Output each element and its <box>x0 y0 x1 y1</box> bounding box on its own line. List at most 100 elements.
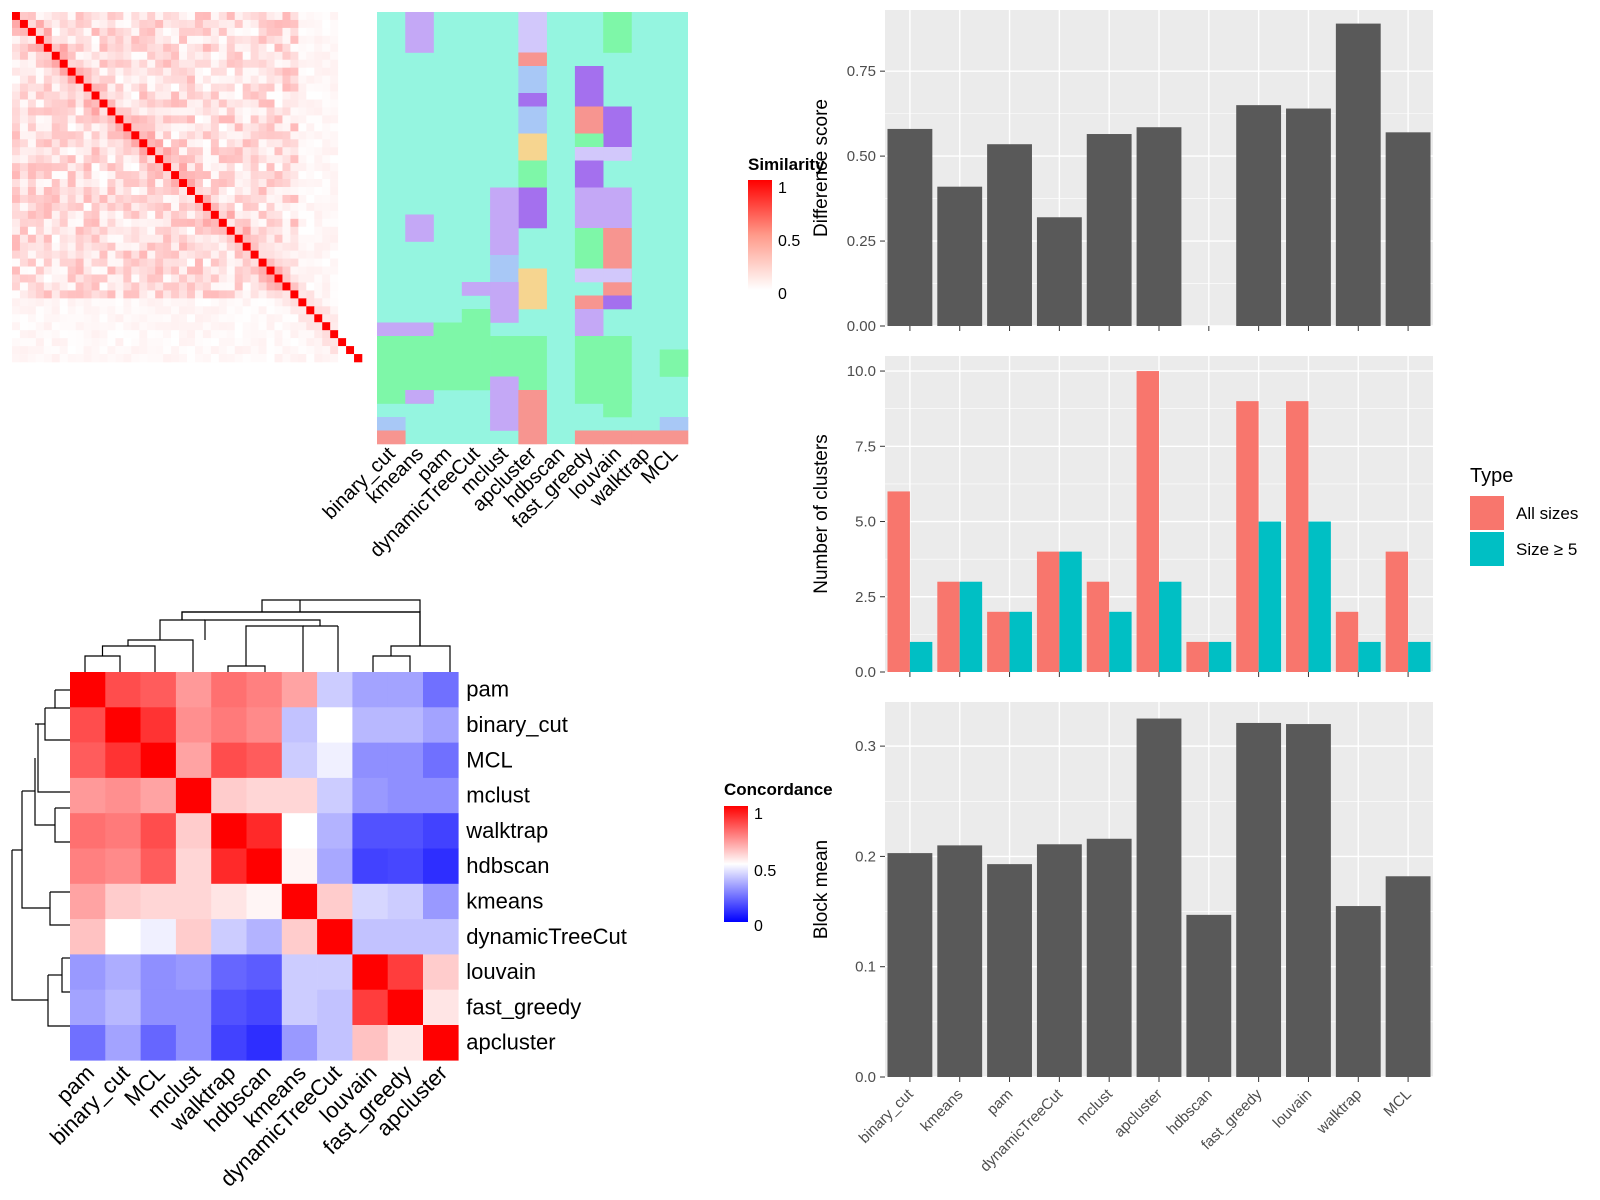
similarity-cell <box>306 218 315 228</box>
similarity-cell <box>27 99 37 108</box>
similarity-cell <box>346 107 355 116</box>
similarity-cell <box>234 67 243 76</box>
similarity-cell <box>346 171 355 180</box>
similarity-cell <box>210 250 220 259</box>
similarity-cell <box>99 322 108 331</box>
similarity-cell <box>258 250 267 259</box>
similarity-column-labels: binary_cutkmeanspamdynamicTreeCutmclusta… <box>319 443 683 562</box>
similarity-cell <box>123 171 132 180</box>
similarity-cell <box>314 354 323 363</box>
similarity-cell <box>218 115 228 124</box>
similarity-cell <box>107 234 116 243</box>
similarity-cell <box>147 194 156 204</box>
similarity-cell <box>290 83 299 92</box>
similarity-cell <box>346 194 355 204</box>
similarity-cell <box>234 59 243 68</box>
similarity-cell <box>123 123 132 132</box>
bar <box>1236 401 1259 672</box>
similarity-cell <box>59 242 68 251</box>
similarity-cell <box>91 202 100 212</box>
similarity-cell <box>99 226 108 236</box>
similarity-cell <box>43 12 53 21</box>
similarity-cell <box>51 27 61 37</box>
similarity-cell <box>330 274 339 283</box>
similarity-cell <box>107 218 116 228</box>
concordance-cell <box>423 1025 459 1061</box>
similarity-cell <box>131 123 140 132</box>
similarity-cell <box>274 35 283 45</box>
similarity-cell <box>83 314 92 323</box>
cluster-patch <box>574 268 604 283</box>
similarity-cell <box>171 282 180 291</box>
similarity-cell <box>51 242 61 251</box>
concordance-cell <box>175 742 212 779</box>
similarity-cell <box>266 12 275 21</box>
similarity-cell <box>194 75 204 84</box>
similarity-cell <box>266 59 275 68</box>
similarity-cell <box>274 218 283 228</box>
similarity-cell <box>354 163 363 172</box>
similarity-cell <box>99 163 108 172</box>
similarity-cell <box>163 346 172 355</box>
similarity-cell <box>226 107 236 116</box>
similarity-cell <box>346 242 355 251</box>
similarity-cell <box>171 250 180 259</box>
similarity-cell <box>43 67 53 76</box>
similarity-cell <box>35 155 45 164</box>
similarity-cell <box>107 163 116 172</box>
similarity-cell <box>282 194 291 204</box>
similarity-cell <box>234 139 243 148</box>
similarity-cell <box>282 19 291 29</box>
similarity-cell <box>83 338 92 347</box>
similarity-cell <box>171 43 180 53</box>
concordance-cell <box>140 777 177 814</box>
similarity-cell <box>298 171 307 180</box>
bar <box>1208 641 1232 672</box>
concordance-row-label: apcluster <box>466 1030 555 1055</box>
similarity-cell <box>99 51 108 61</box>
similarity-cell <box>306 43 315 53</box>
x-tick-label: binary_cut <box>856 1085 918 1147</box>
concordance-row-label: louvain <box>466 959 536 984</box>
similarity-cell <box>234 179 243 188</box>
similarity-cell <box>298 330 307 339</box>
similarity-cell <box>306 179 315 188</box>
similarity-cell <box>346 131 355 140</box>
similarity-cell <box>35 99 45 108</box>
similarity-cell <box>282 314 291 323</box>
similarity-cell <box>314 266 323 275</box>
legend-swatch-size-5 <box>1470 532 1504 566</box>
concordance-cell <box>175 777 212 814</box>
similarity-cell <box>171 274 180 283</box>
similarity-cell <box>210 202 220 212</box>
similarity-cell <box>107 67 116 76</box>
similarity-cell <box>123 51 132 61</box>
similarity-cell <box>59 83 68 92</box>
similarity-cell <box>163 83 172 92</box>
similarity-cell <box>218 322 228 331</box>
similarity-cell <box>91 59 100 68</box>
similarity-cell <box>75 314 84 323</box>
similarity-cell <box>346 147 355 156</box>
similarity-cell <box>242 139 251 148</box>
bar <box>909 641 933 672</box>
similarity-cell <box>210 282 220 291</box>
concordance-cell <box>246 848 283 885</box>
bar <box>937 186 983 326</box>
concordance-legend-tick: 1 <box>754 806 763 823</box>
similarity-cell <box>226 19 236 29</box>
similarity-cell <box>171 210 180 220</box>
similarity-cell <box>35 282 45 291</box>
similarity-cell <box>147 274 156 283</box>
concordance-cell <box>317 707 353 743</box>
similarity-cell <box>258 346 267 355</box>
similarity-cell <box>99 43 108 53</box>
similarity-cell <box>202 179 212 188</box>
similarity-cell <box>330 67 339 76</box>
similarity-cell <box>67 187 76 196</box>
similarity-cell <box>346 298 355 307</box>
y-tick-label: 0.50 <box>847 148 876 165</box>
similarity-cell <box>139 202 148 212</box>
similarity-cell <box>242 91 251 100</box>
similarity-cell <box>354 107 363 116</box>
